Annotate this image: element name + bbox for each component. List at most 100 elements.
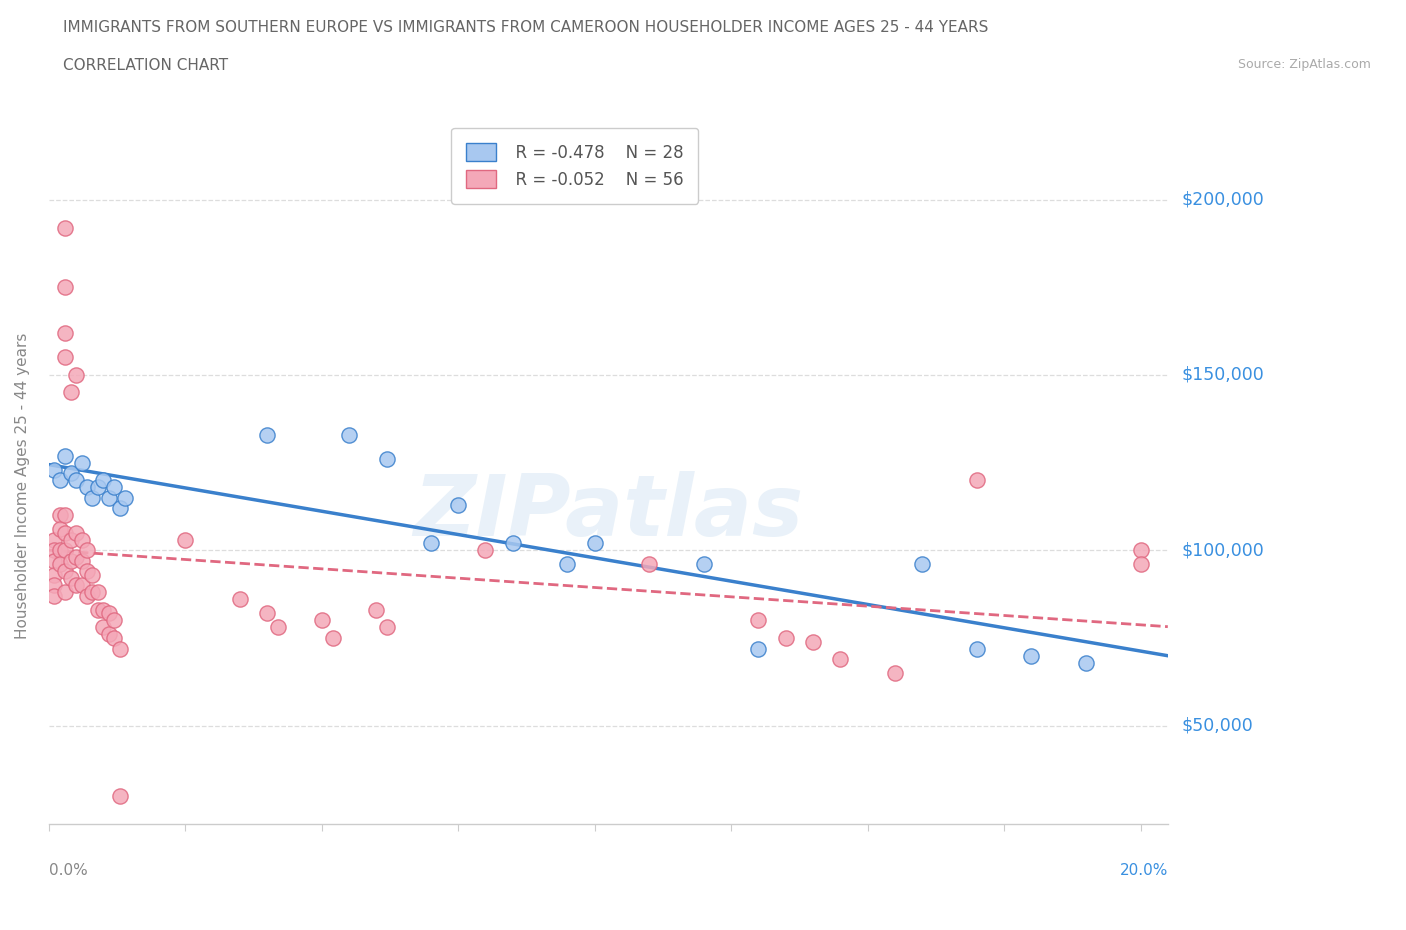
Point — [70, 553, 93, 568]
Point — [44, 532, 66, 547]
Point — [76, 543, 98, 558]
Point — [70, 455, 93, 470]
Point — [229, 592, 252, 607]
Point — [966, 641, 988, 656]
Point — [1129, 557, 1152, 572]
Point — [311, 613, 333, 628]
Point — [70, 578, 93, 592]
Point — [911, 557, 934, 572]
Point — [87, 603, 110, 618]
Point — [830, 652, 852, 667]
Point — [59, 385, 82, 400]
Point — [82, 490, 104, 505]
Point — [53, 326, 76, 340]
Point — [174, 532, 197, 547]
Point — [474, 543, 496, 558]
Point — [87, 585, 110, 600]
Point — [91, 472, 114, 487]
Point — [44, 553, 66, 568]
Point — [53, 508, 76, 523]
Text: Source: ZipAtlas.com: Source: ZipAtlas.com — [1237, 58, 1371, 71]
Point — [267, 620, 290, 635]
Point — [97, 490, 120, 505]
Point — [97, 606, 120, 621]
Text: $200,000: $200,000 — [1181, 191, 1264, 208]
Point — [82, 585, 104, 600]
Text: IMMIGRANTS FROM SOUTHERN EUROPE VS IMMIGRANTS FROM CAMEROON HOUSEHOLDER INCOME A: IMMIGRANTS FROM SOUTHERN EUROPE VS IMMIG… — [63, 20, 988, 35]
Point — [65, 525, 87, 540]
Point — [65, 472, 87, 487]
Point — [108, 641, 131, 656]
Point — [883, 666, 905, 681]
Point — [65, 367, 87, 382]
Point — [59, 571, 82, 586]
Point — [65, 578, 87, 592]
Point — [76, 589, 98, 604]
Point — [502, 536, 524, 551]
Point — [747, 641, 769, 656]
Point — [44, 462, 66, 477]
Point — [1129, 543, 1152, 558]
Point — [44, 543, 66, 558]
Text: 20.0%: 20.0% — [1119, 863, 1168, 878]
Point — [48, 543, 70, 558]
Point — [44, 589, 66, 604]
Text: $100,000: $100,000 — [1181, 541, 1264, 559]
Point — [48, 472, 70, 487]
Point — [97, 627, 120, 642]
Point — [44, 578, 66, 592]
Legend:   R = -0.478    N = 28,   R = -0.052    N = 56: R = -0.478 N = 28, R = -0.052 N = 56 — [451, 128, 699, 204]
Point — [53, 448, 76, 463]
Point — [91, 603, 114, 618]
Point — [747, 613, 769, 628]
Point — [91, 620, 114, 635]
Point — [53, 220, 76, 235]
Point — [322, 631, 344, 645]
Point — [65, 550, 87, 565]
Y-axis label: Householder Income Ages 25 - 44 years: Householder Income Ages 25 - 44 years — [15, 332, 30, 639]
Point — [53, 585, 76, 600]
Point — [337, 427, 360, 442]
Point — [53, 350, 76, 365]
Point — [44, 567, 66, 582]
Point — [53, 543, 76, 558]
Point — [48, 522, 70, 537]
Point — [447, 498, 470, 512]
Text: ZIPatlas: ZIPatlas — [413, 471, 803, 554]
Point — [70, 532, 93, 547]
Point — [256, 606, 278, 621]
Point — [103, 631, 125, 645]
Point — [775, 631, 797, 645]
Text: $150,000: $150,000 — [1181, 365, 1264, 384]
Point — [256, 427, 278, 442]
Point — [375, 452, 398, 467]
Point — [53, 525, 76, 540]
Point — [1021, 648, 1043, 663]
Point — [114, 490, 136, 505]
Point — [638, 557, 661, 572]
Point — [966, 472, 988, 487]
Point — [48, 508, 70, 523]
Point — [59, 532, 82, 547]
Point — [108, 789, 131, 804]
Point — [59, 553, 82, 568]
Point — [87, 480, 110, 495]
Point — [583, 536, 606, 551]
Point — [693, 557, 716, 572]
Point — [103, 480, 125, 495]
Point — [557, 557, 579, 572]
Point — [53, 280, 76, 295]
Point — [53, 564, 76, 578]
Point — [103, 613, 125, 628]
Text: 0.0%: 0.0% — [49, 863, 87, 878]
Point — [108, 500, 131, 515]
Point — [59, 466, 82, 481]
Text: CORRELATION CHART: CORRELATION CHART — [63, 58, 228, 73]
Text: $50,000: $50,000 — [1181, 717, 1254, 735]
Point — [366, 603, 388, 618]
Point — [1074, 655, 1097, 670]
Point — [801, 634, 824, 649]
Point — [76, 480, 98, 495]
Point — [375, 620, 398, 635]
Point — [419, 536, 441, 551]
